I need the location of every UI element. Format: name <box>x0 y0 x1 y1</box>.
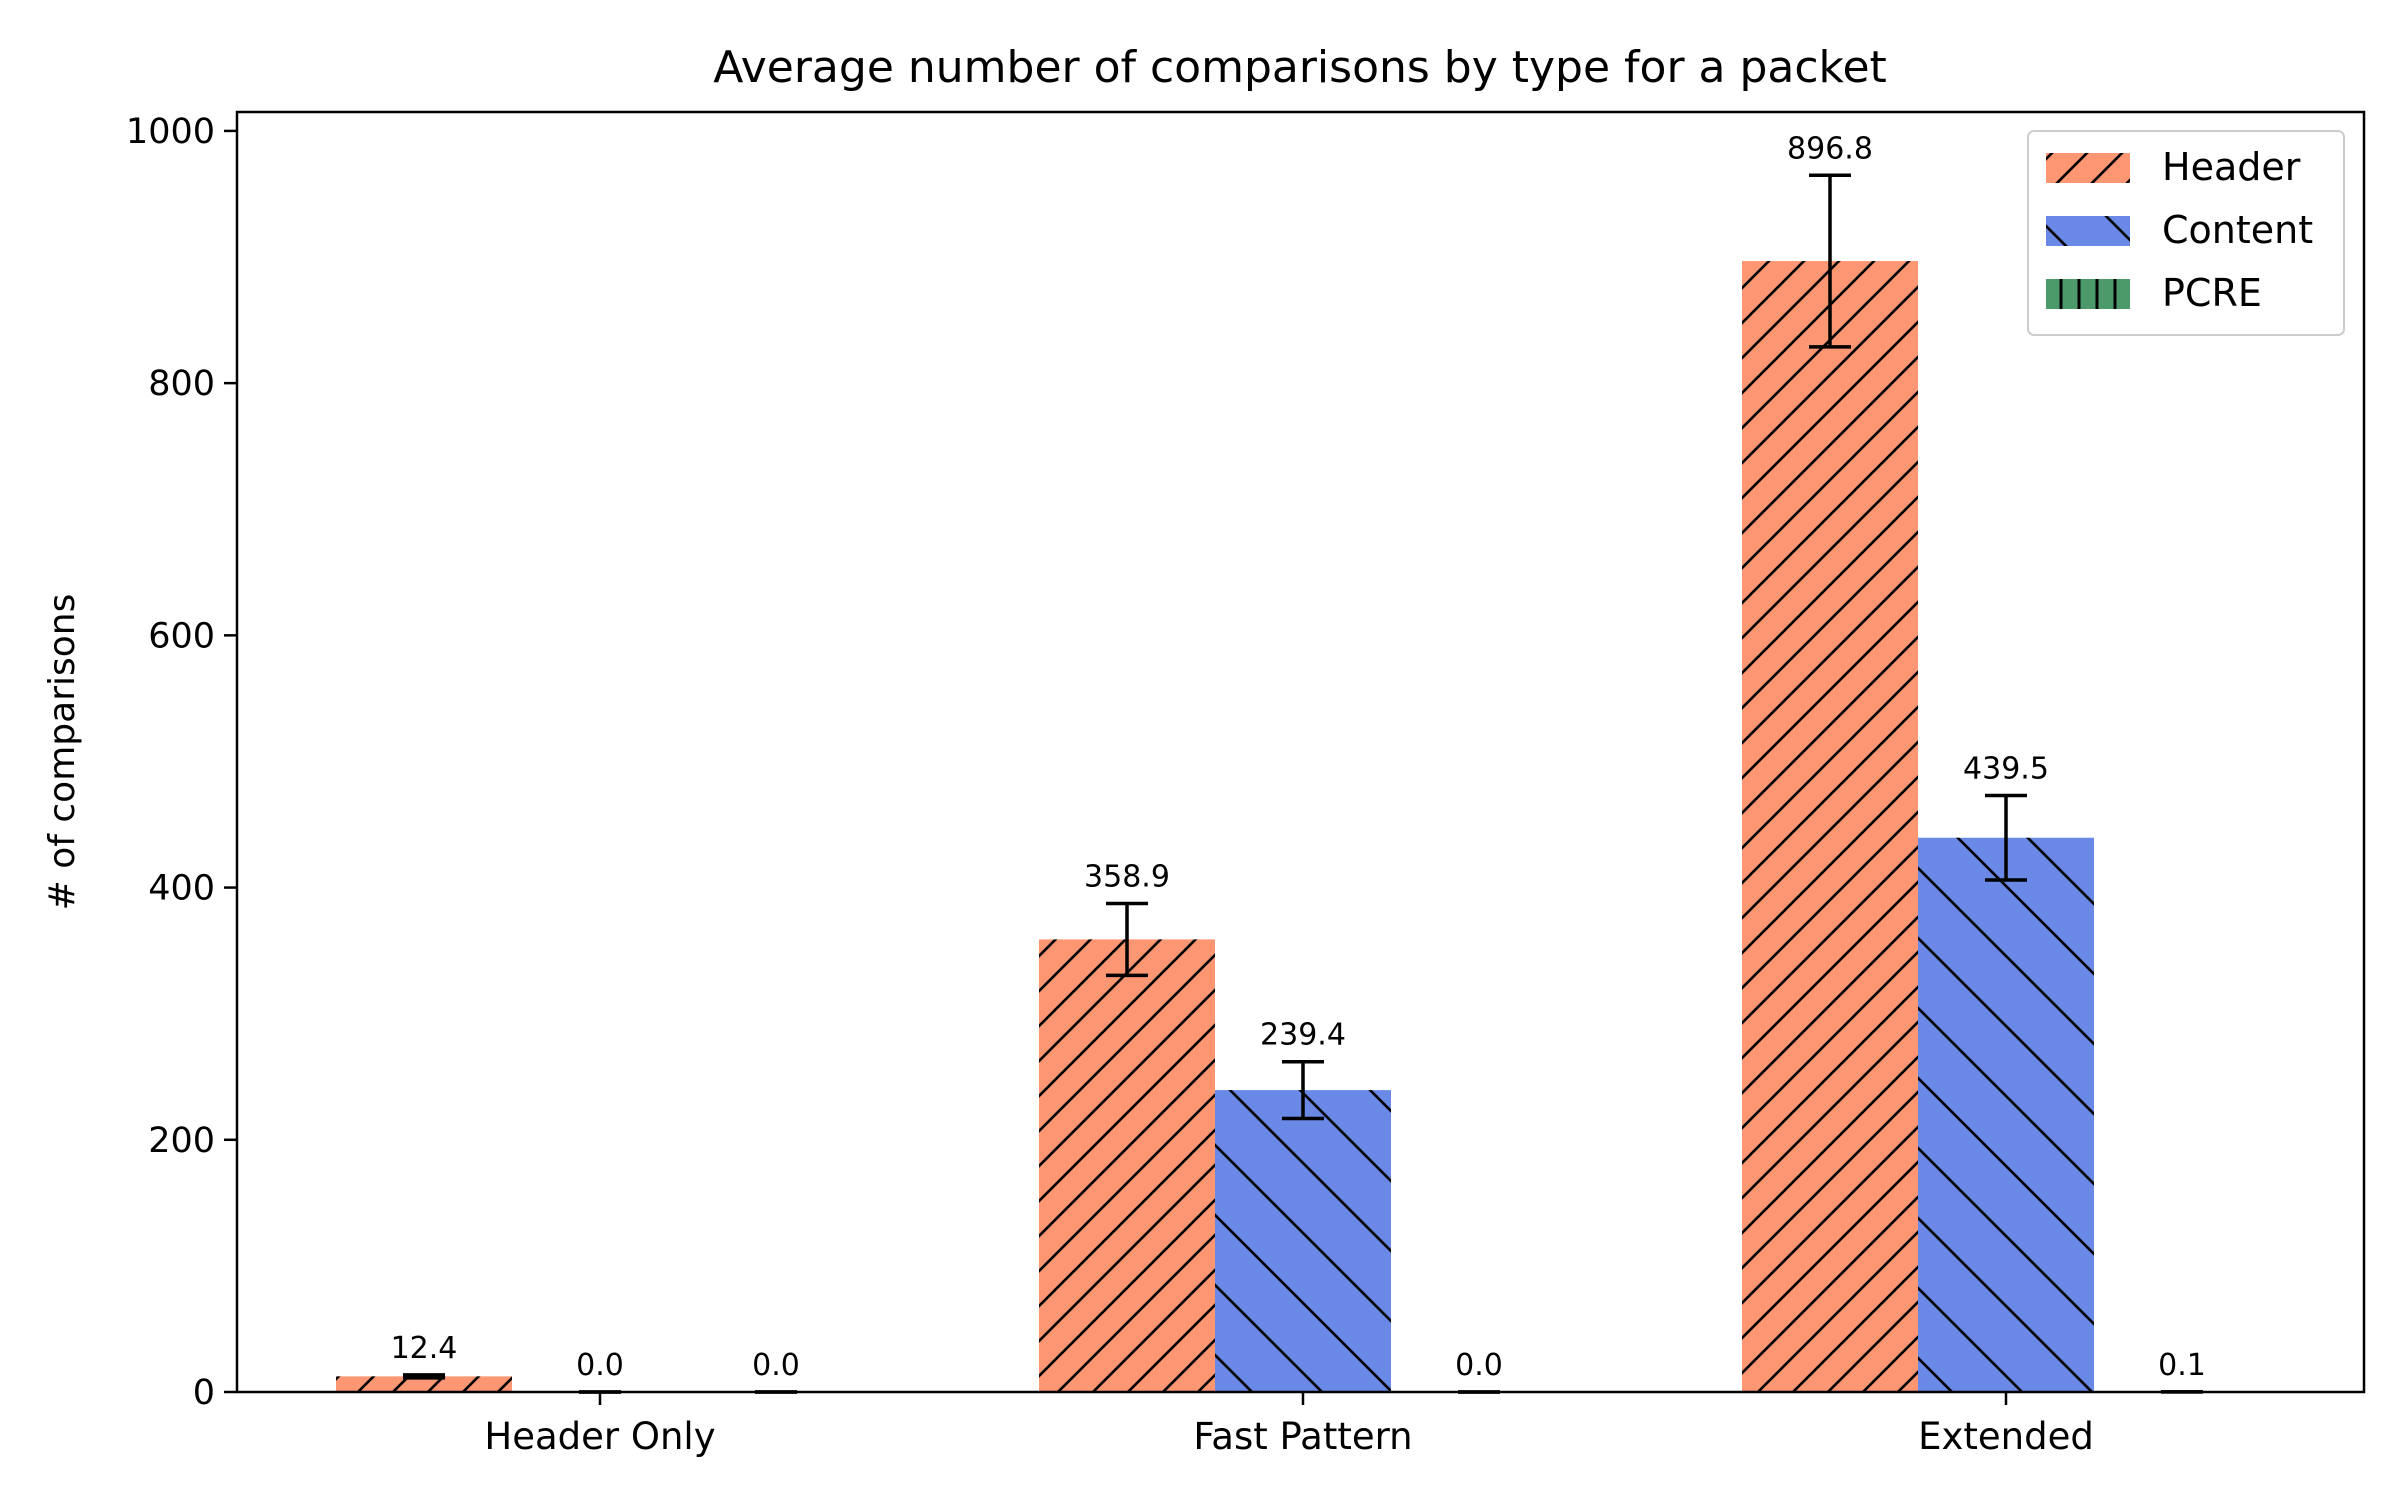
data-label-pcre: 0.0 <box>752 1348 800 1383</box>
data-label-content: 439.5 <box>1963 752 2049 787</box>
y-tick-label: 200 <box>148 1121 215 1161</box>
data-label-content: 239.4 <box>1260 1018 1346 1053</box>
y-axis: 0 200 400 600 800 1000 <box>126 112 237 1413</box>
legend-label-content: Content <box>2162 208 2313 252</box>
y-tick-label: 1000 <box>126 112 215 152</box>
data-labels-layer: 12.4 358.9 896.8 0.0 239.4 439.5 0.0 0.0 0.1 <box>391 131 2206 1383</box>
legend-label-pcre: PCRE <box>2162 271 2262 315</box>
legend-label-header: Header <box>2162 145 2301 189</box>
data-label-header: 358.9 <box>1084 859 1170 894</box>
bar-hatch-header <box>336 1376 512 1392</box>
y-tick-label: 0 <box>193 1373 215 1413</box>
chart-title: Average number of comparisons by type fo… <box>713 42 1887 93</box>
bar-hatch-header <box>1039 939 1215 1392</box>
data-label-header: 896.8 <box>1787 131 1873 166</box>
legend-swatch-hatch-header <box>2046 153 2130 183</box>
y-tick-label: 400 <box>148 869 215 909</box>
y-tick-label: 600 <box>148 616 215 656</box>
x-tick-label: Extended <box>1918 1415 2094 1458</box>
bar-hatch-content <box>1918 837 2094 1392</box>
x-tick-label: Fast Pattern <box>1193 1415 1412 1458</box>
x-axis: Header Only Fast Pattern Extended <box>484 1392 2094 1458</box>
plot-frame <box>235 110 2366 1394</box>
data-label-pcre: 0.1 <box>2158 1348 2206 1383</box>
data-label-pcre: 0.0 <box>1455 1348 1503 1383</box>
bar-hatch-header <box>1742 261 1918 1393</box>
data-label-content: 0.0 <box>576 1348 624 1383</box>
bar-hatch-content <box>1215 1090 1391 1392</box>
legend: Header Content PCRE <box>2027 130 2345 336</box>
y-axis-label: # of comparisons <box>42 594 83 911</box>
x-tick-label: Header Only <box>484 1415 715 1458</box>
y-tick-label: 800 <box>148 364 215 404</box>
data-label-header: 12.4 <box>391 1331 458 1366</box>
bars-layer <box>336 261 2094 1393</box>
legend-swatch-hatch-content <box>2046 216 2130 246</box>
legend-swatch-hatch-pcre <box>2046 279 2130 309</box>
